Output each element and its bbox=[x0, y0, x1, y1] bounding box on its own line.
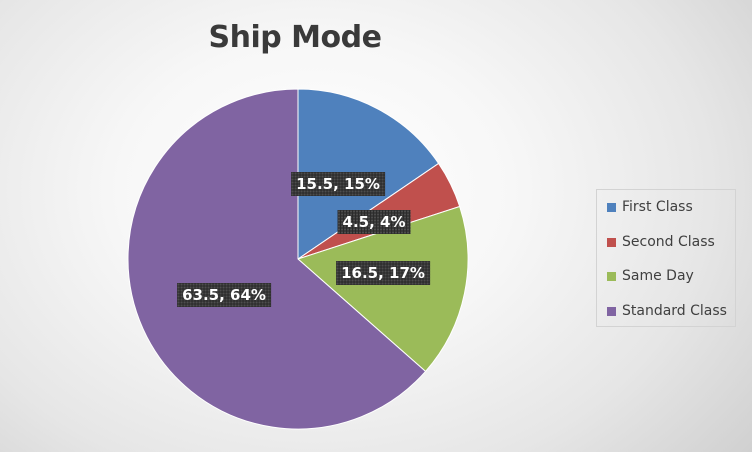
data-label-first-class: 15.5, 15% bbox=[291, 172, 385, 196]
pie-slice-standard-class bbox=[127, 88, 427, 430]
legend-label: Standard Class bbox=[622, 303, 727, 319]
pie-slice-same-day bbox=[297, 205, 469, 373]
legend-item-second-class: Second Class bbox=[607, 232, 715, 252]
legend-swatch bbox=[607, 306, 616, 316]
data-label-standard-class: 63.5, 64% bbox=[177, 283, 271, 307]
chart-title: Ship Mode bbox=[208, 20, 382, 55]
legend-swatch bbox=[607, 237, 616, 247]
legend-item-first-class: First Class bbox=[607, 197, 693, 217]
legend-swatch bbox=[607, 202, 616, 212]
legend-item-standard-class: Standard Class bbox=[607, 301, 727, 321]
legend-swatch bbox=[607, 271, 616, 281]
legend-item-same-day: Same Day bbox=[607, 266, 694, 286]
data-label-same-day: 16.5, 17% bbox=[336, 261, 430, 285]
legend: First Class Second Class Same Day Standard … bbox=[596, 189, 736, 327]
data-label-second-class: 4.5, 4% bbox=[337, 210, 411, 234]
legend-label: First Class bbox=[622, 199, 693, 215]
legend-label: Second Class bbox=[622, 234, 715, 250]
legend-label: Same Day bbox=[622, 268, 694, 284]
